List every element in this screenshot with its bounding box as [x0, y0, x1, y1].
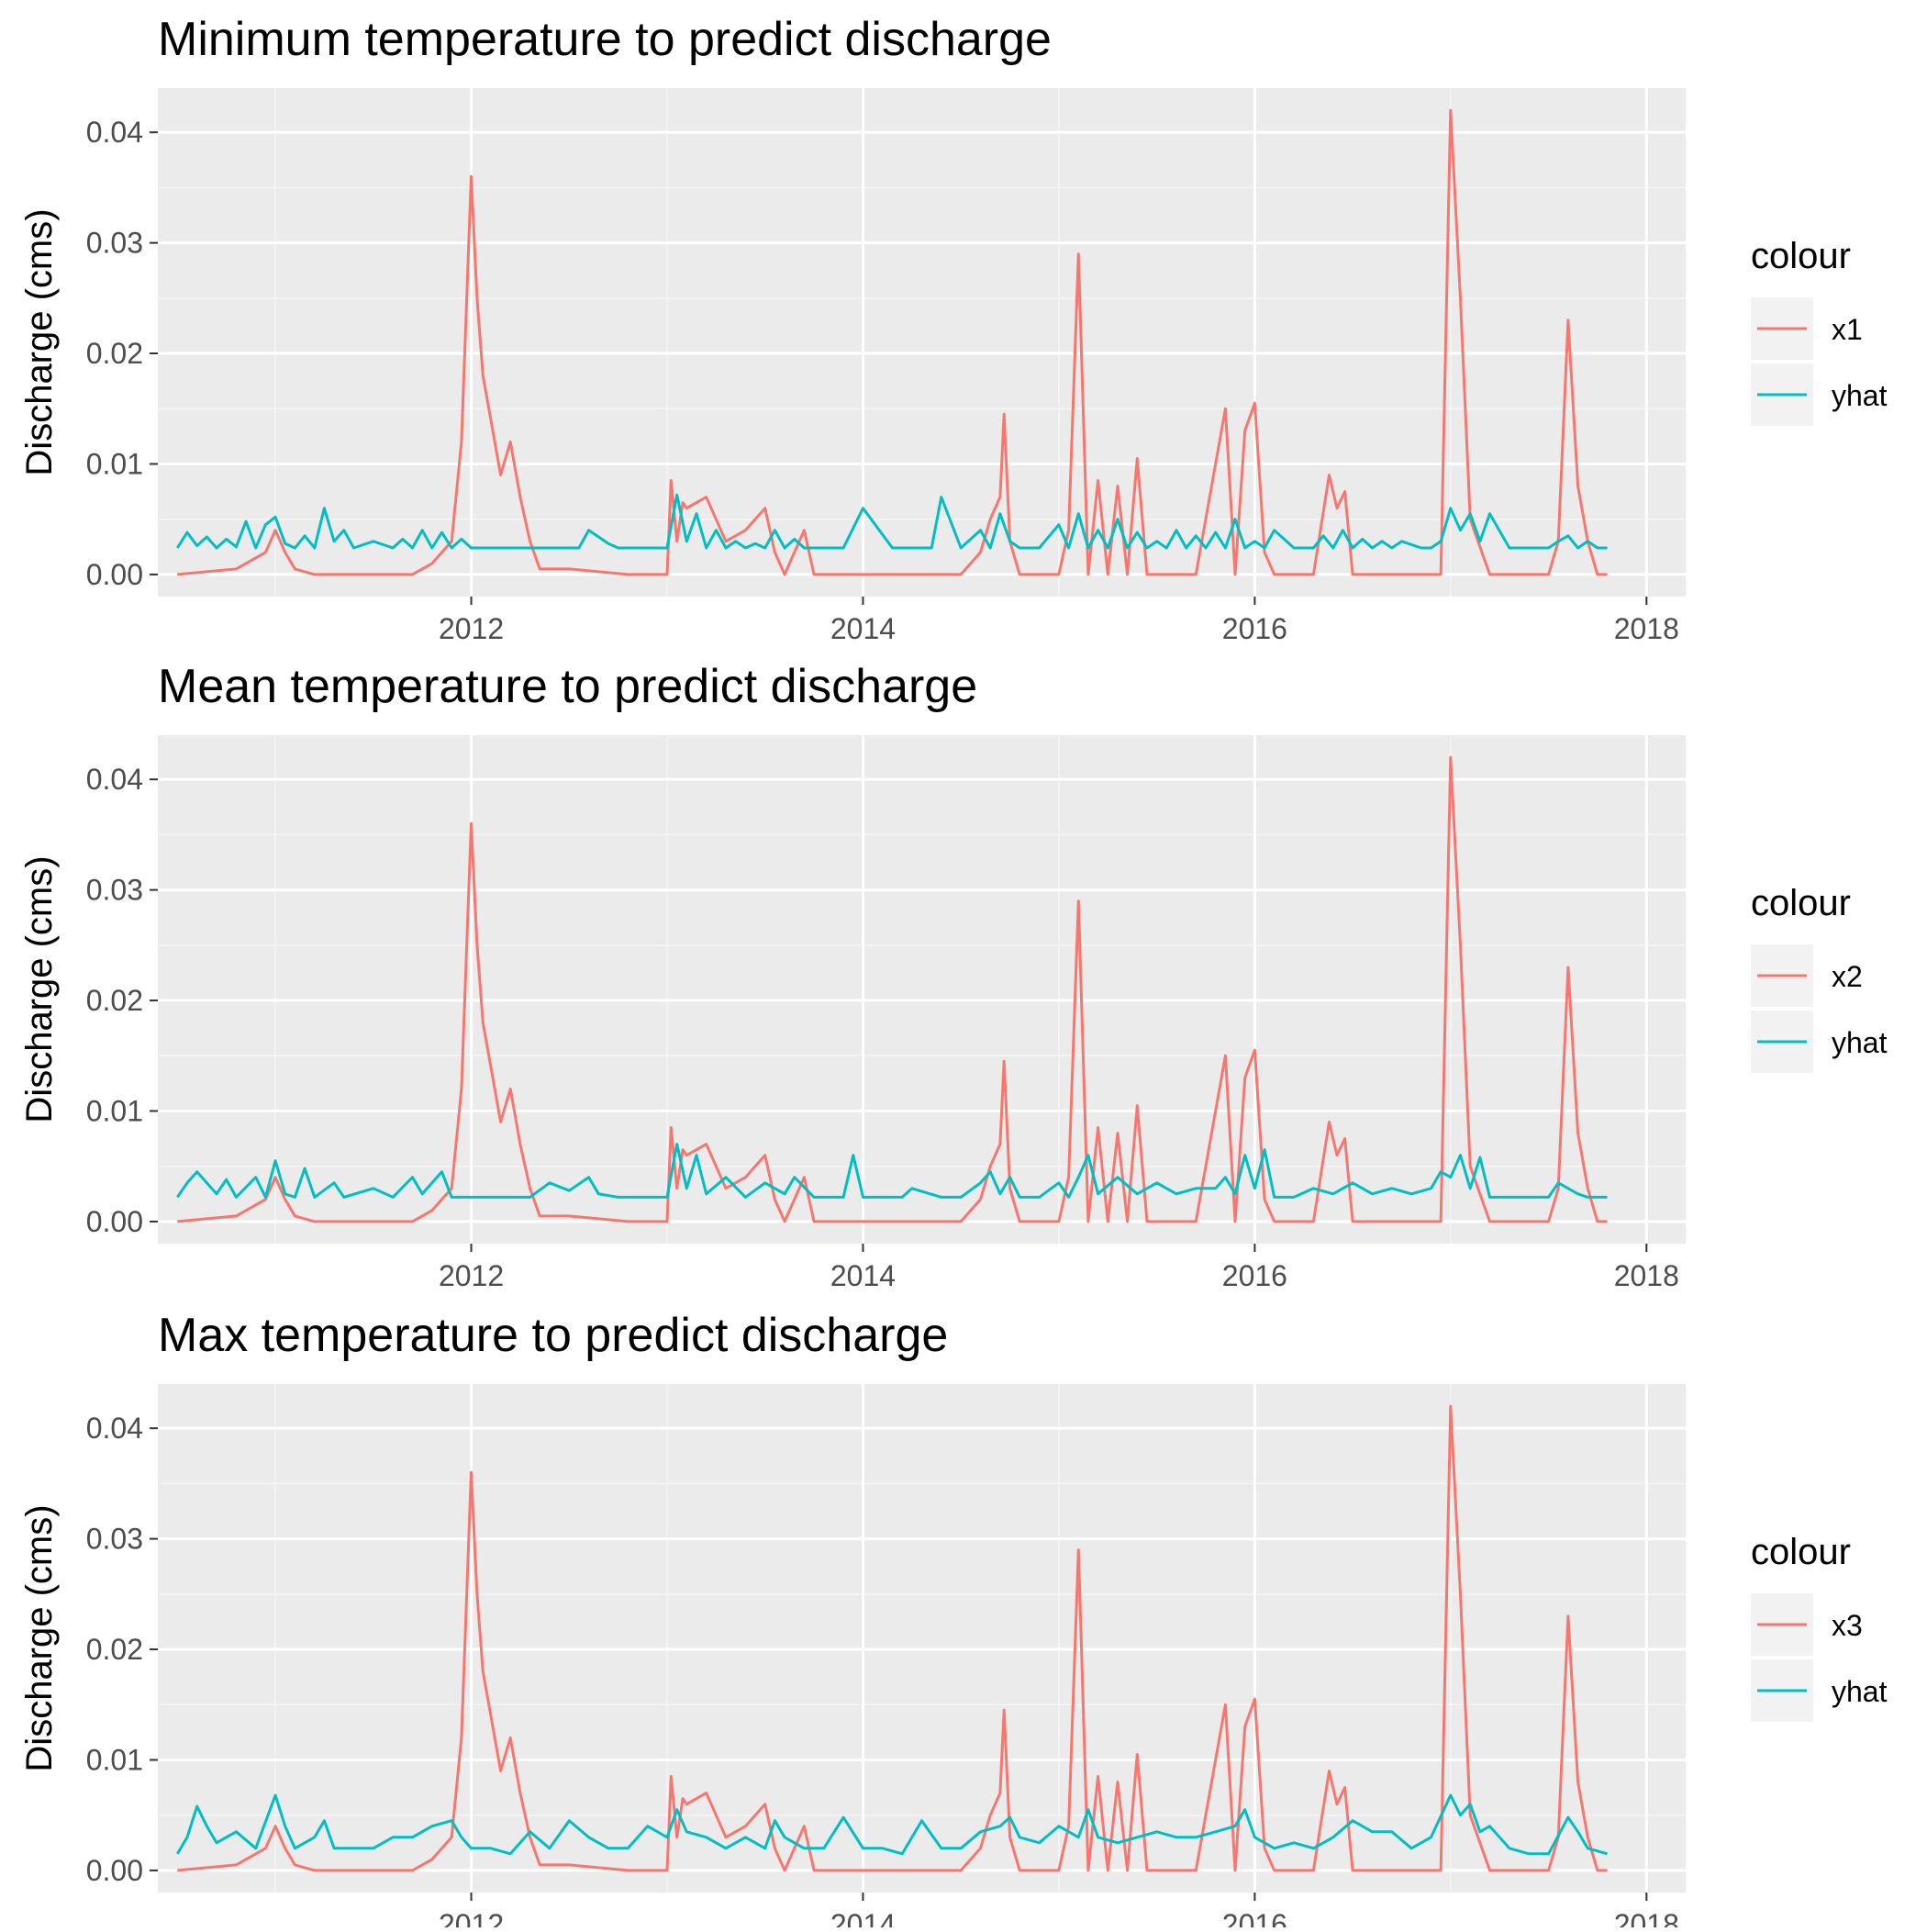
x-tick-label: 2018 — [1614, 612, 1679, 645]
y-tick-label: 0.03 — [86, 874, 143, 907]
x-tick-label: 2018 — [1614, 1908, 1679, 1927]
legend-label-x2: x2 — [1832, 960, 1863, 993]
x-tick-label: 2012 — [439, 1259, 504, 1292]
y-tick-label: 0.00 — [86, 558, 143, 591]
chart-title: Mean temperature to predict discharge — [158, 660, 977, 713]
series-line-x3 — [177, 1404, 1608, 1872]
y-tick-label: 0.03 — [86, 227, 143, 260]
y-tick-label: 0.01 — [86, 1094, 143, 1127]
series-line-yhat — [176, 1143, 1608, 1199]
y-tick-label: 0.04 — [86, 1412, 143, 1445]
legend-label-x1: x1 — [1832, 313, 1863, 346]
legend-title: colour — [1751, 236, 1851, 276]
plot-background — [158, 88, 1686, 597]
y-axis-label: Discharge (cms) — [19, 208, 60, 475]
legend: colour x1 yhat — [1751, 236, 1888, 426]
y-tick-label: 0.01 — [86, 1743, 143, 1776]
chart-title: Minimum temperature to predict discharge — [158, 13, 1052, 66]
y-axis-label: Discharge (cms) — [19, 1504, 60, 1771]
legend: colour x3 yhat — [1751, 1532, 1888, 1722]
legend-label-yhat: yhat — [1832, 379, 1888, 412]
legend-label-yhat: yhat — [1832, 1026, 1888, 1059]
legend-title: colour — [1751, 883, 1851, 923]
series-line-yhat — [176, 493, 1608, 550]
x-tick-label: 2014 — [830, 612, 896, 645]
series-line-x2 — [177, 755, 1608, 1223]
chart-panel-2: Mean temperature to predict discharge 0.0… — [19, 660, 1888, 1292]
y-tick-label: 0.04 — [86, 116, 143, 149]
y-tick-label: 0.00 — [86, 1205, 143, 1238]
series-line-yhat — [176, 1793, 1609, 1856]
chart-panel-3: Max temperature to predict discharge 0.00… — [19, 1309, 1888, 1932]
x-tick-label: 2018 — [1614, 1259, 1679, 1292]
y-tick-label: 0.02 — [86, 984, 143, 1017]
x-tick-label: 2016 — [1222, 612, 1287, 645]
legend-label-x3: x3 — [1832, 1609, 1863, 1642]
x-tick-label: 2012 — [439, 612, 504, 645]
plot-background — [158, 735, 1686, 1244]
x-tick-label: 2012 — [439, 1908, 504, 1927]
y-tick-label: 0.02 — [86, 1633, 143, 1666]
legend-label-yhat: yhat — [1832, 1675, 1888, 1708]
x-tick-label: 2014 — [830, 1259, 896, 1292]
legend-title: colour — [1751, 1532, 1851, 1572]
plot-background — [158, 1384, 1686, 1893]
y-tick-label: 0.03 — [86, 1523, 143, 1556]
y-axis-label: Discharge (cms) — [19, 855, 60, 1122]
chart-panel-1: Minimum temperature to predict discharge… — [19, 13, 1888, 645]
chart-title: Max temperature to predict discharge — [158, 1309, 948, 1362]
x-tick-label: 2014 — [830, 1908, 896, 1927]
legend: colour x2 yhat — [1751, 883, 1888, 1073]
y-tick-label: 0.02 — [86, 337, 143, 370]
y-tick-label: 0.01 — [86, 447, 143, 480]
x-tick-label: 2016 — [1222, 1908, 1287, 1927]
x-tick-label: 2016 — [1222, 1259, 1287, 1292]
y-tick-label: 0.04 — [86, 763, 143, 796]
y-tick-label: 0.00 — [86, 1854, 143, 1887]
